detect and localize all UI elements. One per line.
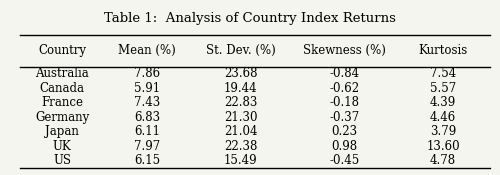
Text: 0.98: 0.98 xyxy=(331,140,357,153)
Text: 23.68: 23.68 xyxy=(224,67,258,80)
Text: 4.46: 4.46 xyxy=(430,111,456,124)
Text: 6.11: 6.11 xyxy=(134,125,160,138)
Text: -0.45: -0.45 xyxy=(329,154,360,167)
Text: -0.37: -0.37 xyxy=(329,111,360,124)
Text: Canada: Canada xyxy=(40,82,85,95)
Text: Mean (%): Mean (%) xyxy=(118,44,176,57)
Text: 19.44: 19.44 xyxy=(224,82,258,95)
Text: 4.39: 4.39 xyxy=(430,96,456,109)
Text: 13.60: 13.60 xyxy=(426,140,460,153)
Text: 15.49: 15.49 xyxy=(224,154,258,167)
Text: US: US xyxy=(54,154,72,167)
Text: 7.86: 7.86 xyxy=(134,67,160,80)
Text: 7.97: 7.97 xyxy=(134,140,160,153)
Text: 7.54: 7.54 xyxy=(430,67,456,80)
Text: -0.62: -0.62 xyxy=(329,82,360,95)
Text: 0.23: 0.23 xyxy=(331,125,357,138)
Text: Country: Country xyxy=(38,44,86,57)
Text: 4.78: 4.78 xyxy=(430,154,456,167)
Text: -0.84: -0.84 xyxy=(329,67,360,80)
Text: 22.83: 22.83 xyxy=(224,96,258,109)
Text: -0.18: -0.18 xyxy=(330,96,360,109)
Text: France: France xyxy=(42,96,84,109)
Text: Kurtosis: Kurtosis xyxy=(418,44,468,57)
Text: 5.91: 5.91 xyxy=(134,82,160,95)
Text: Australia: Australia xyxy=(36,67,89,80)
Text: UK: UK xyxy=(53,140,72,153)
Text: 22.38: 22.38 xyxy=(224,140,258,153)
Text: 3.79: 3.79 xyxy=(430,125,456,138)
Text: 21.04: 21.04 xyxy=(224,125,258,138)
Text: Germany: Germany xyxy=(35,111,90,124)
Text: 21.30: 21.30 xyxy=(224,111,258,124)
Text: St. Dev. (%): St. Dev. (%) xyxy=(206,44,276,57)
Text: Japan: Japan xyxy=(46,125,79,138)
Text: 5.57: 5.57 xyxy=(430,82,456,95)
Text: Skewness (%): Skewness (%) xyxy=(303,44,386,57)
Text: 7.43: 7.43 xyxy=(134,96,160,109)
Text: 6.83: 6.83 xyxy=(134,111,160,124)
Text: 6.15: 6.15 xyxy=(134,154,160,167)
Text: Table 1:  Analysis of Country Index Returns: Table 1: Analysis of Country Index Retur… xyxy=(104,12,396,25)
